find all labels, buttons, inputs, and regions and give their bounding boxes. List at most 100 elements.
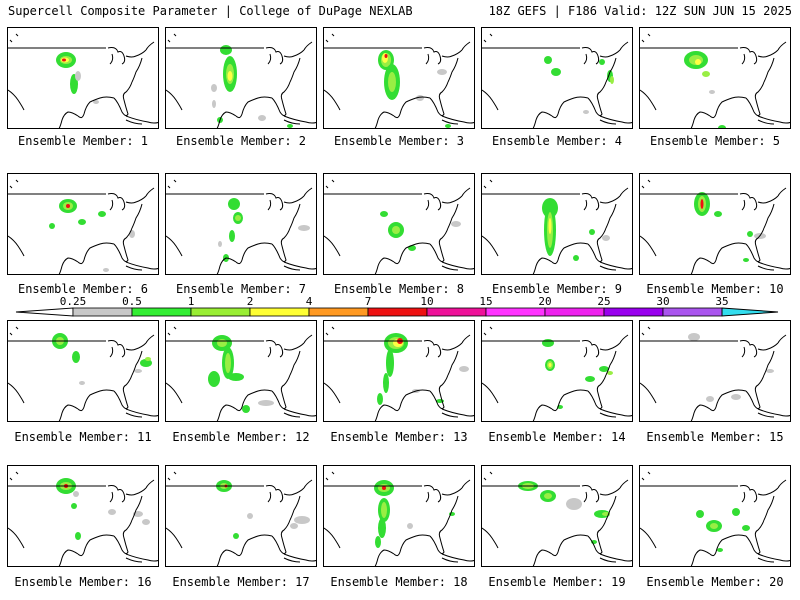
map-outline xyxy=(482,235,499,257)
scp-contour xyxy=(718,125,726,128)
scp-contour xyxy=(294,516,310,524)
scp-contour xyxy=(573,255,579,261)
map-outline xyxy=(125,557,143,563)
map-outline xyxy=(551,534,589,557)
map-outline xyxy=(605,41,629,83)
ensemble-member-label: Ensemble Member: 12 xyxy=(172,430,310,444)
member-map-10 xyxy=(640,179,790,274)
map-outline xyxy=(429,81,449,117)
map-outline xyxy=(393,389,431,412)
ensemble-panel-10 xyxy=(639,173,791,275)
scp-contour xyxy=(709,90,715,94)
map-outline xyxy=(447,187,471,229)
scp-contour xyxy=(235,215,241,221)
colorbar-tick-label: 0.25 xyxy=(60,295,87,308)
map-outline xyxy=(690,549,711,566)
map-outline xyxy=(482,527,499,549)
scp-contour xyxy=(551,68,561,76)
map-outline xyxy=(113,374,133,410)
scp-contour xyxy=(566,498,582,510)
ensemble-member-label: Ensemble Member: 5 xyxy=(649,134,781,148)
scp-contour xyxy=(542,339,554,347)
ensemble-panel-5 xyxy=(639,27,791,129)
map-outline xyxy=(58,549,79,566)
colorbar-tick-label: 25 xyxy=(597,295,610,308)
scp-contour xyxy=(298,225,310,231)
map-outline xyxy=(325,326,335,336)
map-outline xyxy=(271,81,291,117)
map-outline xyxy=(532,111,553,128)
map-outline xyxy=(757,115,790,124)
map-outline xyxy=(441,119,459,125)
map-outline xyxy=(324,89,341,111)
map-outline xyxy=(283,261,316,270)
scp-contour xyxy=(696,510,704,518)
ensemble-member-label: Ensemble Member: 8 xyxy=(333,282,465,296)
map-outline xyxy=(9,471,19,481)
scp-contour xyxy=(145,357,151,361)
map-outline xyxy=(374,404,395,421)
map-outline xyxy=(429,227,449,263)
ensemble-panel-2 xyxy=(165,27,317,129)
member-map-8 xyxy=(324,179,474,274)
scp-contour xyxy=(416,95,424,101)
map-outline xyxy=(447,479,471,521)
scp-contour xyxy=(78,219,86,225)
map-outline xyxy=(216,549,237,566)
ensemble-member-label: Ensemble Member: 6 xyxy=(17,282,149,296)
map-outline xyxy=(235,389,273,412)
map-outline xyxy=(393,242,431,265)
ensemble-member-label: Ensemble Member: 7 xyxy=(175,282,307,296)
map-outline xyxy=(581,47,621,65)
scp-contour xyxy=(217,339,227,347)
map-outline xyxy=(125,553,158,562)
map-outline xyxy=(739,47,779,65)
map-outline xyxy=(482,89,499,111)
ensemble-member-label: Ensemble Member: 4 xyxy=(491,134,623,148)
member-map-19 xyxy=(482,471,632,566)
map-outline xyxy=(58,111,79,128)
map-outline xyxy=(709,534,747,557)
map-outline xyxy=(739,193,779,211)
map-outline xyxy=(235,96,273,119)
map-outline xyxy=(283,115,316,124)
map-outline xyxy=(482,382,499,404)
map-outline xyxy=(745,81,765,117)
ensemble-panel-15 xyxy=(639,320,791,422)
map-outline xyxy=(483,179,493,189)
map-outline xyxy=(532,549,553,566)
map-outline xyxy=(393,96,431,119)
map-outline xyxy=(8,89,25,111)
colorbar-tick-label: 7 xyxy=(365,295,372,308)
map-outline xyxy=(283,119,301,125)
map-outline xyxy=(77,96,115,119)
scp-contour xyxy=(747,231,753,237)
colorbar-segment xyxy=(131,307,192,317)
map-outline xyxy=(283,412,301,418)
map-outline xyxy=(393,534,431,557)
ensemble-member-label: Ensemble Member: 19 xyxy=(488,575,626,589)
map-outline xyxy=(745,374,765,410)
colorbar-segment xyxy=(367,307,428,317)
map-outline xyxy=(77,389,115,412)
colorbar-tick-label: 15 xyxy=(479,295,492,308)
scp-contour xyxy=(129,230,135,238)
ensemble-panel-3 xyxy=(323,27,475,129)
scp-contour xyxy=(72,351,80,363)
map-outline xyxy=(289,41,313,83)
map-outline xyxy=(599,412,617,418)
map-outline xyxy=(216,257,237,274)
scp-contour xyxy=(602,235,610,241)
colorbar-segment xyxy=(308,307,369,317)
colorbar-tick-label: 1 xyxy=(188,295,195,308)
scp-contour xyxy=(599,366,609,372)
map-outline xyxy=(113,519,133,555)
map-outline xyxy=(271,227,291,263)
scp-contour xyxy=(383,373,389,393)
map-outline xyxy=(167,326,177,336)
map-outline xyxy=(441,557,459,563)
map-outline xyxy=(605,334,629,376)
map-outline xyxy=(587,81,607,117)
member-map-12 xyxy=(166,326,316,421)
colorbar-tick-label: 20 xyxy=(538,295,551,308)
